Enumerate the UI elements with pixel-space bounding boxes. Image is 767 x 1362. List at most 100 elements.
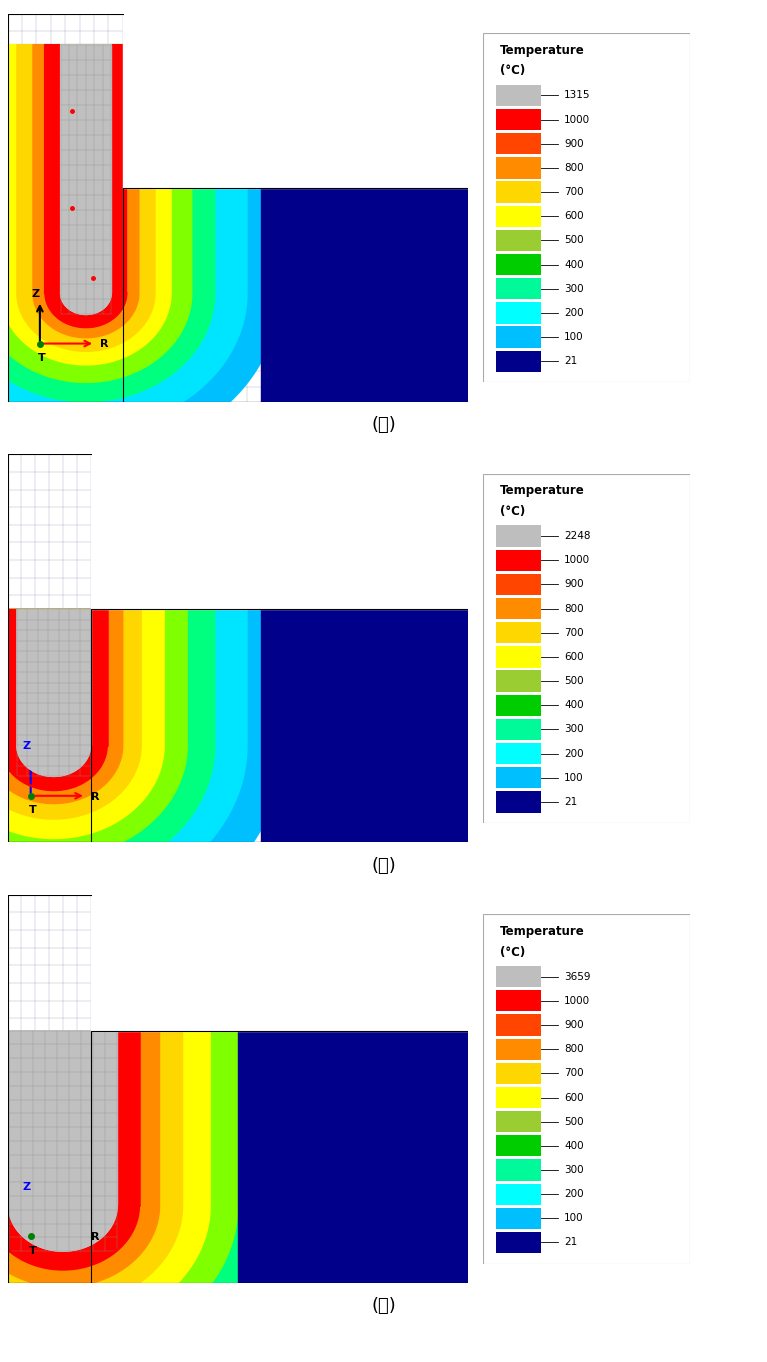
Polygon shape [0, 1031, 210, 1329]
Polygon shape [0, 45, 247, 429]
Polygon shape [17, 745, 91, 776]
Text: 800: 800 [564, 1045, 584, 1054]
Polygon shape [0, 1031, 139, 1269]
Bar [495, 278, 542, 300]
Text: 1315: 1315 [564, 90, 591, 101]
Polygon shape [0, 1031, 238, 1352]
Polygon shape [0, 1031, 160, 1287]
Text: 3659: 3659 [564, 971, 591, 982]
Polygon shape [8, 1205, 117, 1252]
Polygon shape [261, 609, 468, 842]
Text: (°C): (°C) [500, 64, 525, 78]
Polygon shape [0, 45, 279, 456]
Bar [495, 622, 542, 643]
Bar [495, 742, 542, 764]
Bar [495, 598, 542, 620]
Polygon shape [0, 609, 247, 908]
Polygon shape [0, 1031, 183, 1306]
Polygon shape [8, 1031, 117, 1252]
Bar [495, 253, 542, 275]
Bar [495, 327, 542, 347]
Text: (°C): (°C) [500, 945, 525, 959]
Text: Z: Z [22, 1182, 31, 1192]
Polygon shape [17, 45, 155, 351]
Polygon shape [238, 1031, 468, 1283]
Text: 500: 500 [564, 236, 584, 245]
Polygon shape [61, 293, 111, 315]
Text: 21: 21 [564, 357, 578, 366]
Bar [495, 990, 542, 1012]
Bar [495, 302, 542, 324]
Text: 400: 400 [564, 1141, 584, 1151]
Text: R: R [100, 339, 108, 350]
Text: T: T [28, 1246, 36, 1256]
Text: 800: 800 [564, 603, 584, 613]
Text: 200: 200 [564, 749, 584, 759]
Text: Z: Z [31, 289, 40, 300]
Polygon shape [0, 45, 192, 383]
Bar [495, 350, 542, 372]
Text: (°C): (°C) [500, 505, 525, 518]
Bar [495, 1208, 542, 1229]
Polygon shape [0, 1031, 302, 1362]
Bar [495, 1231, 542, 1253]
Text: 500: 500 [564, 1117, 584, 1126]
Text: 700: 700 [564, 628, 584, 637]
Bar [495, 84, 542, 106]
Text: 300: 300 [564, 283, 584, 294]
Bar [495, 1184, 542, 1205]
Text: 21: 21 [564, 1238, 578, 1248]
Text: 900: 900 [564, 1020, 584, 1030]
Bar [495, 133, 542, 154]
Text: 700: 700 [564, 1068, 584, 1079]
Bar [495, 206, 542, 227]
Bar [495, 966, 542, 987]
Text: 500: 500 [564, 676, 584, 686]
Polygon shape [123, 14, 468, 188]
Text: 100: 100 [564, 1214, 584, 1223]
Bar [495, 181, 542, 203]
Text: 400: 400 [564, 260, 584, 270]
Text: 200: 200 [564, 1189, 584, 1199]
Text: R: R [91, 791, 99, 802]
Text: 1000: 1000 [564, 114, 590, 125]
Bar [495, 550, 542, 571]
Bar [495, 646, 542, 667]
Text: 800: 800 [564, 163, 584, 173]
Bar [495, 109, 542, 131]
Bar [495, 695, 542, 716]
Bar [495, 1039, 542, 1060]
Bar [495, 1159, 542, 1181]
Bar [495, 767, 542, 789]
Text: (ㄷ): (ㄷ) [371, 1297, 396, 1316]
Polygon shape [0, 1031, 270, 1362]
Bar [495, 573, 542, 595]
Text: 600: 600 [564, 211, 584, 221]
Text: 400: 400 [564, 700, 584, 710]
Text: 900: 900 [564, 139, 584, 148]
Text: 100: 100 [564, 772, 584, 783]
Text: 300: 300 [564, 725, 584, 734]
Polygon shape [1, 45, 171, 365]
Text: R: R [91, 1233, 99, 1242]
Bar [495, 791, 542, 813]
Polygon shape [0, 609, 284, 940]
Text: T: T [28, 805, 36, 816]
Text: 300: 300 [564, 1165, 584, 1175]
Polygon shape [91, 454, 468, 609]
Text: Z: Z [22, 741, 31, 752]
Text: 100: 100 [564, 332, 584, 342]
Text: 1000: 1000 [564, 556, 590, 565]
Text: Temperature: Temperature [500, 925, 584, 937]
Text: 21: 21 [564, 797, 578, 806]
Text: Temperature: Temperature [500, 44, 584, 56]
Bar [495, 1135, 542, 1156]
Text: 700: 700 [564, 187, 584, 197]
Polygon shape [261, 188, 468, 402]
Bar [495, 158, 542, 178]
Polygon shape [1, 609, 107, 790]
Polygon shape [91, 895, 468, 1031]
Text: (ㄴ): (ㄴ) [371, 857, 396, 874]
Polygon shape [33, 45, 139, 338]
Polygon shape [45, 45, 127, 327]
